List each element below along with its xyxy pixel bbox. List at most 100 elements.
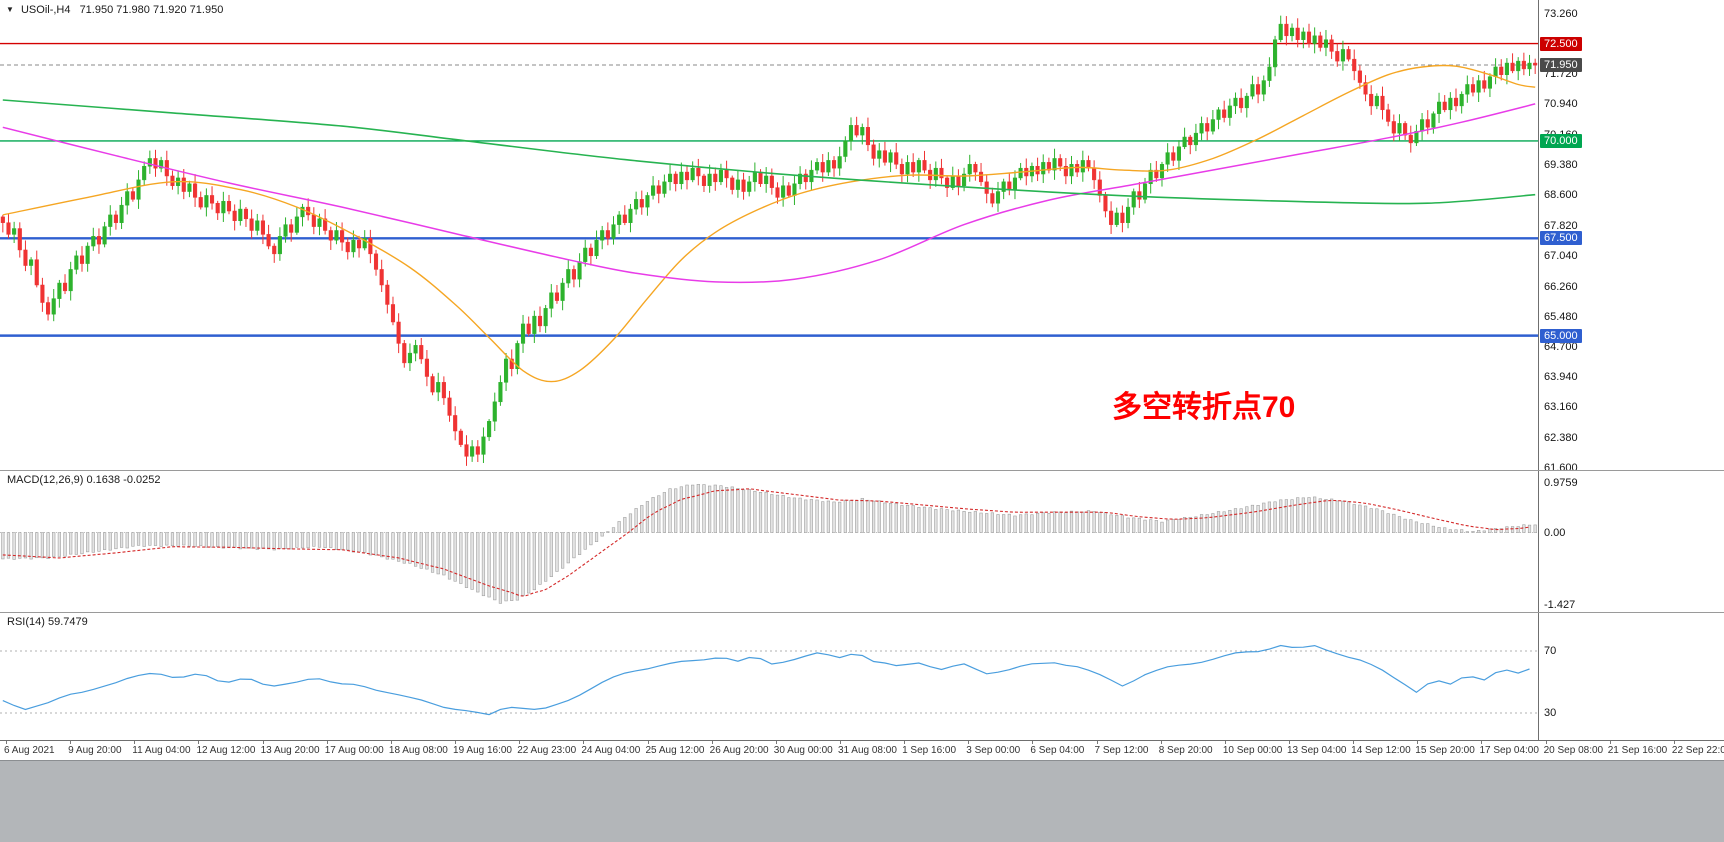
macd-histogram-bar — [1409, 519, 1413, 533]
candle-body — [1052, 158, 1057, 171]
candle-body — [577, 261, 582, 280]
macd-histogram-bar — [374, 532, 378, 556]
candle-body — [588, 247, 593, 257]
time-axis-tick — [1160, 741, 1162, 744]
candle-body — [1420, 119, 1425, 132]
candle-body — [1227, 105, 1232, 118]
candle-body — [549, 292, 554, 309]
macd-histogram-bar — [1279, 499, 1283, 533]
macd-histogram-bar — [758, 492, 763, 533]
price-level-badge: 72.500 — [1540, 36, 1582, 51]
time-axis-label: 9 Aug 20:00 — [68, 745, 122, 756]
candle-body — [1075, 164, 1080, 173]
macd-histogram-bar — [888, 503, 893, 533]
candle-body — [1126, 206, 1131, 223]
macd-histogram-bar — [63, 532, 67, 557]
symbol-timeframe-label: USOil-,H4 — [20, 4, 71, 16]
macd-histogram-bar — [476, 532, 480, 593]
candle-body — [1470, 84, 1476, 93]
price-chart-panel[interactable]: ▼ USOil-,H4 71.950 71.980 71.920 71.950 … — [0, 0, 1538, 470]
candle-body — [939, 167, 944, 179]
ma-magenta — [2, 103, 1536, 284]
candle-body — [1137, 191, 1142, 200]
macd-histogram-bar — [86, 532, 90, 553]
candle-body — [34, 259, 39, 286]
macd-indicator-panel[interactable]: MACD(12,26,9) 0.1638 -0.0252 — [0, 471, 1538, 612]
macd-histogram-bar — [317, 532, 322, 548]
macd-histogram-bar — [289, 532, 293, 550]
macd-histogram-bar — [1058, 511, 1062, 533]
macd-histogram-bar — [674, 488, 678, 533]
panel-splitter-macd[interactable] — [0, 470, 1724, 471]
macd-chart-canvas[interactable] — [0, 471, 1538, 612]
time-axis-tick — [1481, 741, 1483, 744]
candle-body — [1210, 119, 1215, 132]
rsi-indicator-panel[interactable]: RSI(14) 59.7479 — [0, 613, 1538, 740]
candle-body — [1239, 97, 1244, 109]
candle-body — [837, 156, 842, 169]
time-axis-label: 20 Sep 08:00 — [1543, 745, 1604, 756]
macd-histogram-bar — [170, 532, 175, 547]
time-axis-label: 22 Sep 22:00 — [1671, 745, 1724, 756]
time-axis-label: 26 Aug 20:00 — [709, 745, 769, 756]
candle-body — [871, 144, 876, 159]
candle-body — [1493, 66, 1498, 77]
candle-body — [1453, 97, 1459, 107]
candle-body — [1380, 95, 1385, 111]
candle-body — [888, 152, 893, 163]
price-axis[interactable]: 73.26071.72070.94070.16069.38068.60067.8… — [1538, 0, 1724, 740]
candle-body — [537, 315, 543, 327]
collapse-triangle-icon[interactable]: ▼ — [6, 5, 14, 14]
macd-histogram-bar — [329, 532, 333, 548]
macd-histogram-bar — [334, 532, 339, 550]
candle-body — [1363, 82, 1368, 95]
candle-body — [741, 179, 746, 192]
candle-body — [718, 169, 723, 183]
macd-histogram-bar — [821, 501, 825, 533]
candle-body — [96, 236, 102, 245]
candle-body — [1408, 134, 1413, 144]
candle-body — [1193, 132, 1198, 146]
candle-body — [916, 160, 921, 173]
candle-body — [1278, 23, 1283, 40]
candle-body — [62, 282, 68, 292]
candle-body — [68, 269, 73, 292]
time-axis-tick — [647, 741, 649, 744]
panel-splitter-rsi[interactable] — [0, 612, 1724, 613]
macd-histogram-bar — [883, 502, 887, 533]
macd-histogram-bar — [1414, 521, 1419, 533]
macd-histogram-bar — [640, 505, 644, 533]
candlestick-chart-canvas[interactable] — [0, 0, 1538, 470]
candle-body — [108, 214, 113, 227]
macd-histogram-bar — [905, 505, 910, 533]
candle-body — [79, 255, 85, 264]
candle-body — [1018, 167, 1023, 179]
candle-body — [40, 284, 45, 303]
macd-histogram-bar — [1081, 511, 1085, 533]
macd-histogram-bar — [1437, 527, 1441, 533]
candle-body — [46, 302, 51, 315]
macd-histogram-bar — [566, 532, 570, 564]
macd-histogram-bar — [996, 514, 1000, 533]
rsi-chart-canvas[interactable] — [0, 613, 1538, 740]
candle-body — [1284, 23, 1289, 37]
time-axis-label: 15 Sep 20:00 — [1415, 745, 1475, 756]
ma-orange — [2, 64, 1536, 383]
macd-histogram-bar — [436, 532, 440, 575]
candle-body — [1352, 58, 1357, 72]
candle-body — [690, 167, 695, 181]
time-axis[interactable]: 6 Aug 2021 9 Aug 20:00 11 Aug 04:00 12 Aug … — [0, 740, 1724, 761]
candle-body — [792, 183, 797, 196]
candle-body — [238, 208, 243, 222]
candle-body — [1459, 93, 1464, 107]
candle-body — [1244, 95, 1249, 109]
macd-histogram-bar — [23, 532, 28, 559]
candle-body — [1273, 39, 1278, 68]
macd-histogram-bar — [611, 527, 616, 533]
candle-body — [1097, 179, 1102, 196]
price-level-badge: 70.000 — [1540, 133, 1582, 148]
time-axis-label: 21 Sep 16:00 — [1607, 745, 1668, 756]
price-level-badge: 67.500 — [1540, 231, 1582, 246]
candle-body — [260, 220, 265, 235]
macd-histogram-bar — [1420, 523, 1424, 533]
